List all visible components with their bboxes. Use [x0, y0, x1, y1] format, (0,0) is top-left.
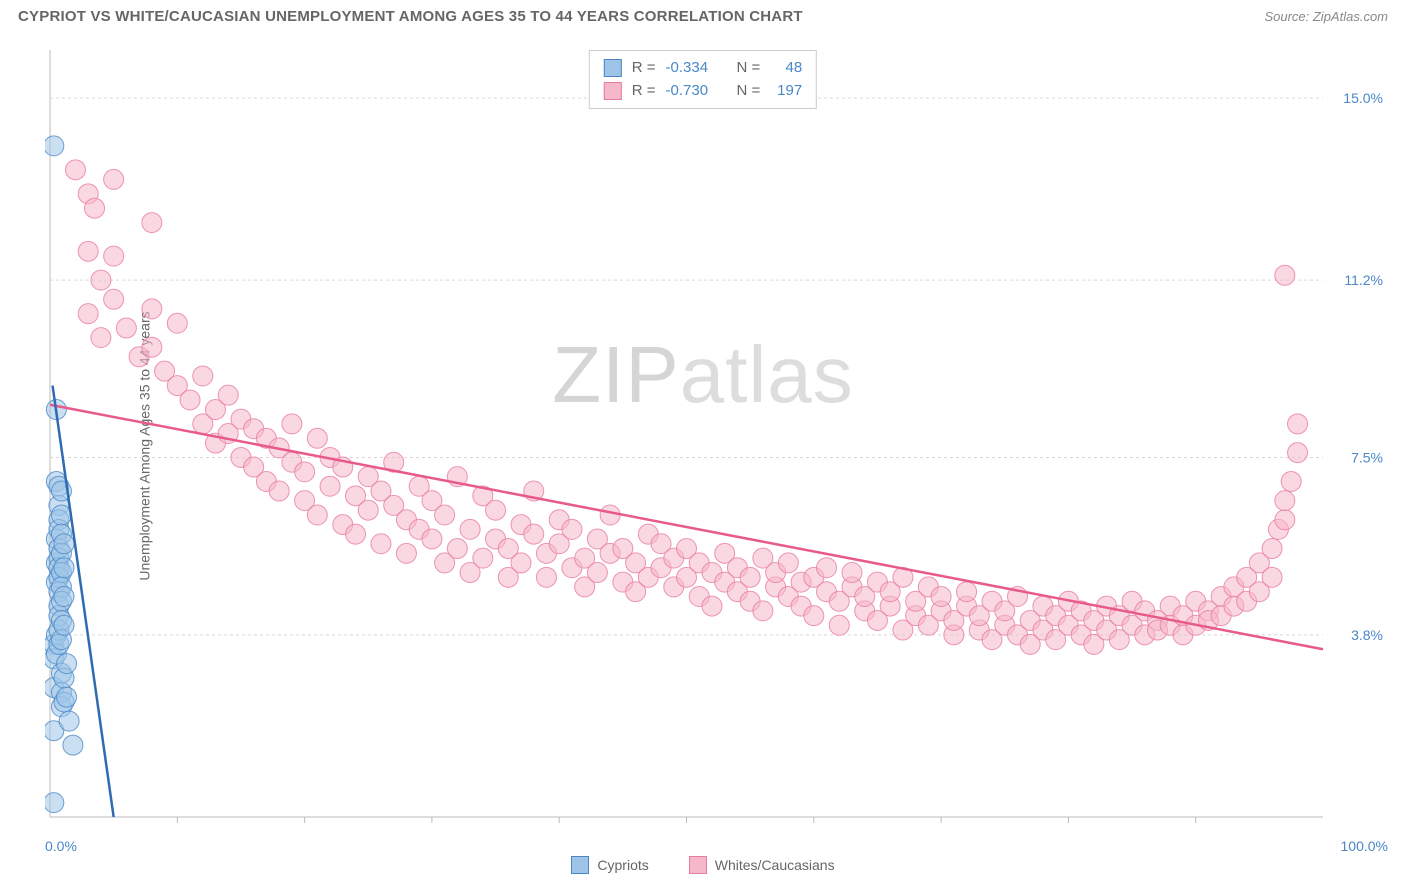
legend-item-whites: Whites/Caucasians: [689, 856, 835, 874]
swatch-icon: [571, 856, 589, 874]
svg-text:15.0%: 15.0%: [1343, 90, 1383, 106]
header: CYPRIOT VS WHITE/CAUCASIAN UNEMPLOYMENT …: [0, 0, 1406, 29]
svg-text:7.5%: 7.5%: [1351, 449, 1383, 465]
legend-label: Whites/Caucasians: [715, 857, 835, 873]
source-label: Source: ZipAtlas.com: [1264, 9, 1388, 24]
stats-row-whites: R = -0.730 N = 197: [604, 80, 802, 103]
legend: Cypriots Whites/Caucasians: [0, 856, 1406, 874]
chart-container: CYPRIOT VS WHITE/CAUCASIAN UNEMPLOYMENT …: [0, 0, 1406, 892]
plot-area: 3.8% 7.5% 11.2% 15.0%: [45, 45, 1388, 837]
legend-label: Cypriots: [597, 857, 648, 873]
x-axis-min: 0.0%: [45, 838, 77, 854]
svg-text:11.2%: 11.2%: [1344, 272, 1383, 288]
swatch-icon: [689, 856, 707, 874]
swatch-icon: [604, 59, 622, 77]
swatch-icon: [604, 82, 622, 100]
stats-legend: R = -0.334 N = 48 R = -0.730 N = 197: [589, 50, 817, 109]
legend-item-cypriots: Cypriots: [571, 856, 648, 874]
x-axis-max: 100.0%: [1341, 838, 1388, 854]
svg-text:3.8%: 3.8%: [1351, 627, 1383, 643]
chart-title: CYPRIOT VS WHITE/CAUCASIAN UNEMPLOYMENT …: [18, 8, 803, 25]
scatter-plot-svg: 3.8% 7.5% 11.2% 15.0%: [45, 45, 1388, 837]
stats-row-cypriots: R = -0.334 N = 48: [604, 57, 802, 80]
